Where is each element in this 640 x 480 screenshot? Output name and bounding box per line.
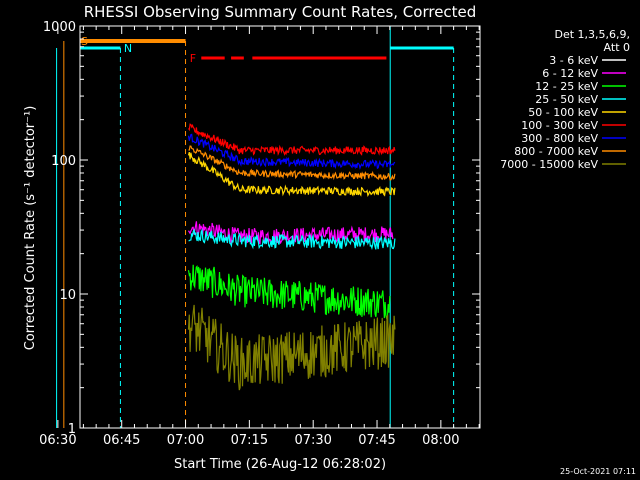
legend-entry-label: 800 - 7000 keV <box>514 145 598 158</box>
series-line-2 <box>187 221 394 245</box>
series-line-4 <box>188 228 396 251</box>
y-tick-label: 10 <box>59 288 76 303</box>
x-axis-label: Start Time (26-Aug-12 06:28:02) <box>174 457 386 472</box>
generated-timestamp: 25-Oct-2021 07:11 <box>560 467 636 476</box>
legend-title-line: Att 0 <box>604 41 630 54</box>
legend-entry-label: 50 - 100 keV <box>528 106 598 119</box>
plot-frame <box>79 25 481 429</box>
y-axis-label: Corrected Count Rate (s⁻¹ detector⁻¹) <box>23 106 38 351</box>
legend-entry-label: 300 - 800 keV <box>521 132 598 145</box>
state-bars: S N F <box>56 26 455 428</box>
legend-entry-label: 12 - 25 keV <box>535 80 598 93</box>
x-tick-label: 06:45 <box>103 433 140 448</box>
legend-entry-label: 7000 - 15000 keV <box>500 158 598 171</box>
series-line-1 <box>187 188 391 237</box>
saa-marker-label: S <box>81 35 88 48</box>
x-tick-label: 07:15 <box>231 433 268 448</box>
series-line-9 <box>187 304 396 391</box>
series-line-8 <box>188 145 396 181</box>
legend-entry-label: 3 - 6 keV <box>549 54 598 67</box>
series-layer <box>187 123 396 391</box>
x-tick-label: 08:00 <box>422 433 459 448</box>
y-tick-label: 1000 <box>43 20 76 35</box>
x-tick-label: 06:30 <box>39 433 76 448</box>
legend-entry-label: 100 - 300 keV <box>521 119 598 132</box>
series-line-5 <box>187 151 396 197</box>
x-tick-label: 07:30 <box>294 433 331 448</box>
axes: 06:30 06:45 07:00 07:15 07:30 07:45 08:00 1 10 10… <box>39 20 481 448</box>
legend-title-line: Det 1,3,5,6,9, <box>554 28 630 41</box>
y-tick-label: 1 <box>68 422 76 437</box>
series-line-3 <box>187 264 391 319</box>
flare-marker-label: F <box>190 52 196 65</box>
chart-title: RHESSI Observing Summary Count Rates, Co… <box>84 3 477 21</box>
night-marker-label: N <box>124 42 132 55</box>
legend-entry-label: 6 - 12 keV <box>542 67 598 80</box>
legend-entry-label: 25 - 50 keV <box>535 93 598 106</box>
series-line-7 <box>187 133 396 170</box>
y-tick-label: 100 <box>51 154 76 169</box>
x-tick-label: 07:00 <box>167 433 204 448</box>
x-tick-label: 07:45 <box>358 433 395 448</box>
series-line-6 <box>188 123 396 157</box>
